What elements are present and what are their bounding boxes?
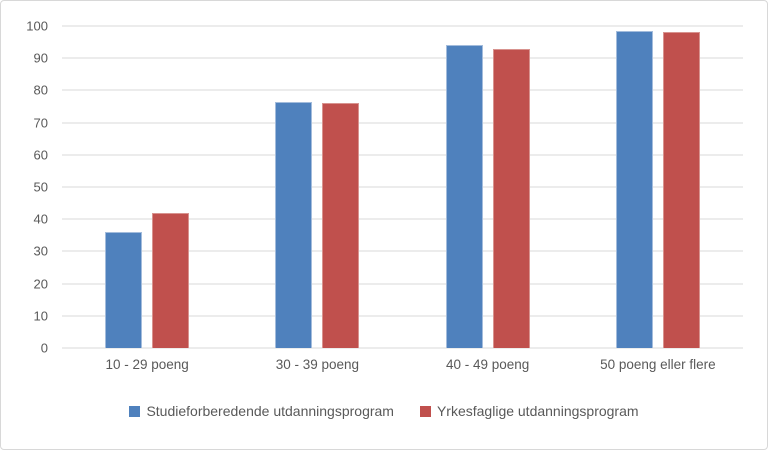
bar-groups (62, 26, 743, 348)
gridline (62, 122, 743, 124)
x-tick-label: 30 - 39 poeng (275, 357, 360, 372)
gridline (62, 57, 743, 59)
bar-group (232, 26, 402, 348)
bar-series-2 (492, 48, 530, 348)
legend-label: Yrkesfaglige utdanningsprogram (436, 403, 639, 419)
x-tick-label: 10 - 29 poeng (105, 357, 189, 372)
y-tick-label: 30 (33, 243, 48, 259)
y-tick-label: 20 (33, 276, 48, 292)
y-tick-label: 70 (33, 115, 48, 131)
gridline (62, 89, 743, 91)
gridline (62, 347, 743, 349)
bar-series-1 (105, 232, 143, 348)
y-tick-label: 40 (33, 211, 48, 227)
bar-series-1 (445, 45, 483, 348)
x-axis: 10 - 29 poeng 30 - 39 poeng 40 - 49 poeng 5… (62, 357, 743, 372)
bar-series-1 (615, 30, 653, 348)
bar-group (573, 26, 743, 348)
gridline (62, 283, 743, 285)
gridline (62, 154, 743, 156)
gridline (62, 218, 743, 220)
legend-swatch-icon (129, 405, 141, 417)
gridline (62, 315, 743, 317)
y-tick-label: 10 (33, 308, 48, 324)
x-tick-label: 40 - 49 poeng (445, 357, 530, 372)
bar-group (62, 26, 232, 348)
bar-series-2 (322, 103, 360, 348)
y-axis: 0 10 20 30 40 50 60 70 80 90 100 (1, 20, 48, 355)
y-tick-label: 90 (33, 50, 48, 66)
y-tick-label: 100 (26, 18, 48, 34)
y-tick-label: 80 (33, 82, 48, 98)
legend-label: Studieforberedende utdanningsprogram (146, 403, 394, 419)
y-tick-label: 60 (33, 147, 48, 163)
bar-group (403, 26, 573, 348)
gridline (62, 186, 743, 188)
x-tick-label: 50 poeng eller flere (600, 357, 716, 372)
plot-area (62, 25, 743, 349)
bar-series-2 (152, 212, 190, 348)
bar-series-2 (662, 32, 700, 348)
gridline (62, 250, 743, 252)
legend-swatch-icon (419, 405, 431, 417)
y-tick-label: 0 (40, 340, 48, 356)
bar-series-1 (275, 101, 313, 348)
legend: Studieforberedende utdanningsprogram Yrke… (1, 403, 767, 419)
gridline (62, 25, 743, 27)
legend-item: Studieforberedende utdanningsprogram (129, 403, 394, 419)
legend-item: Yrkesfaglige utdanningsprogram (419, 403, 639, 419)
y-tick-label: 50 (33, 179, 48, 195)
